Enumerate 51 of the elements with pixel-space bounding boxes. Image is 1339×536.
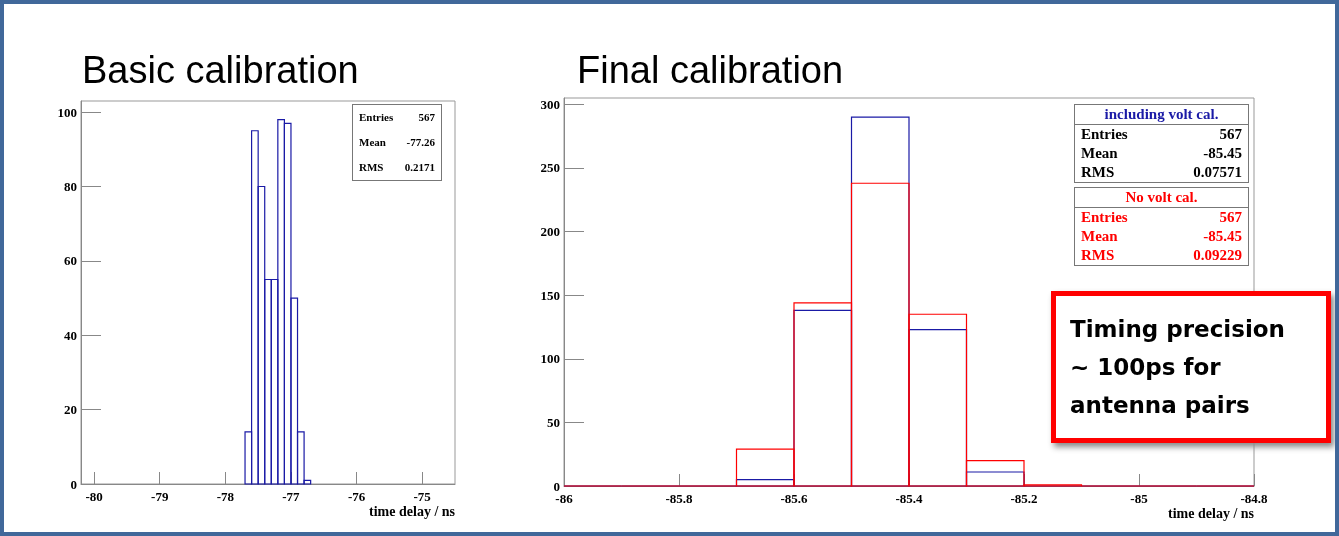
x-axis-title: time delay / ns (369, 503, 456, 519)
annotation: Entries (1081, 125, 1128, 144)
annotation: Mean (1081, 144, 1118, 163)
y-tick-label: 100 (540, 351, 560, 367)
y-tick-label: 100 (57, 104, 77, 120)
y-tick-label: 250 (540, 160, 560, 176)
x-tick-label: -76 (347, 489, 366, 504)
x-tick-label: -79 (151, 489, 169, 504)
x-axis-title: time delay / ns (1168, 505, 1255, 521)
annotation: 0.09229 (1193, 246, 1242, 265)
y-tick-label: 80 (64, 179, 77, 195)
y-tick-label: 40 (64, 327, 77, 343)
chart-title: Final calibration (577, 49, 844, 91)
x-tick-label: -80 (85, 489, 103, 504)
x-tick-label: -84.8 (1240, 491, 1269, 506)
y-tick-label: 0 (70, 476, 77, 492)
text: including volt cal. (1104, 106, 1219, 122)
y-tick-label: 150 (540, 287, 560, 303)
x-tick-label: -78 (216, 489, 235, 504)
annotation: RMS (1081, 163, 1115, 182)
text: No volt cal. (1125, 189, 1198, 205)
annotation: Mean (359, 135, 386, 150)
x-tick-label: -85 (1130, 491, 1149, 506)
x-tick-label: -75 (413, 489, 432, 504)
x-tick-label: -85.4 (895, 491, 924, 506)
y-tick-label: 0 (553, 478, 560, 494)
x-tick-label: -85.8 (665, 491, 694, 506)
annotation: 0.07571 (1193, 163, 1242, 182)
y-tick-label: 50 (547, 414, 560, 430)
chart-title: Basic calibration (82, 49, 359, 91)
annotation: Mean (1081, 227, 1118, 246)
x-tick-label: -85.2 (1010, 491, 1038, 506)
annotation: 0.2171 (404, 160, 435, 175)
y-tick-label: 20 (64, 402, 77, 418)
y-tick-label: 60 (64, 253, 77, 269)
annotation: Entries (1081, 208, 1128, 227)
annotation: RMS (359, 160, 384, 175)
y-tick-label: 300 (540, 96, 560, 112)
x-tick-label: -77 (282, 489, 301, 504)
y-tick-label: 200 (540, 224, 560, 240)
annotation: Timing precision ~ 100ps for antenna pairs (1051, 291, 1331, 443)
annotation: -85.45 (1203, 227, 1242, 246)
annotation: Entries (359, 110, 394, 125)
annotation: 567 (1219, 125, 1242, 144)
annotation: 567 (1219, 208, 1242, 227)
annotation: RMS (1081, 246, 1115, 265)
annotation: -77.26 (406, 135, 435, 150)
annotation: 567 (418, 110, 435, 125)
x-tick-label: -85.6 (780, 491, 809, 506)
x-tick-label: -86 (555, 491, 574, 506)
annotation: -85.45 (1203, 144, 1242, 163)
